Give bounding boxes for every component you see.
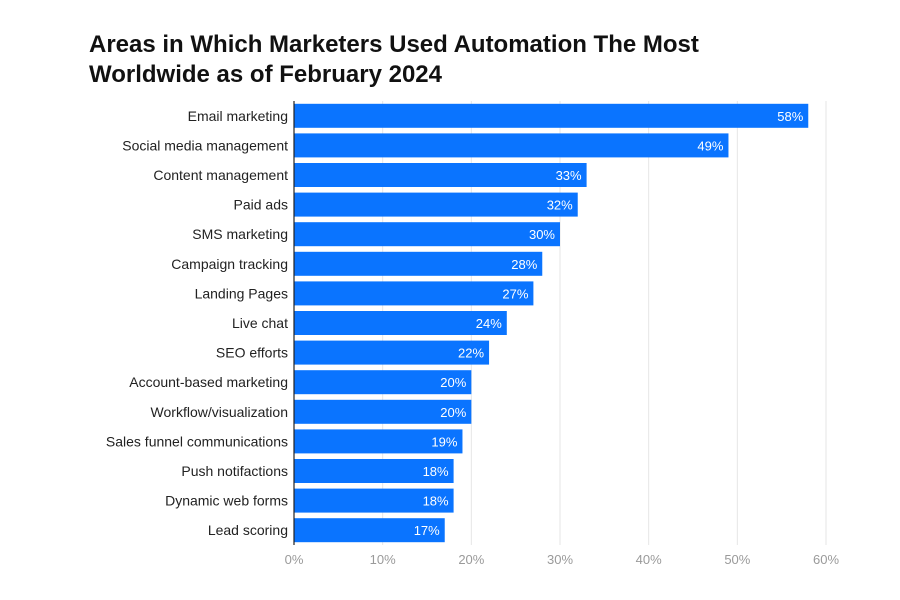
category-label: Account-based marketing bbox=[129, 374, 288, 390]
bars bbox=[294, 103, 809, 543]
value-label: 18% bbox=[423, 464, 449, 479]
value-label: 33% bbox=[556, 168, 582, 183]
value-label: 19% bbox=[431, 434, 457, 449]
category-label: Social media management bbox=[122, 137, 288, 153]
bar bbox=[294, 222, 560, 247]
bar bbox=[294, 399, 472, 424]
chart-title: Areas in Which Marketers Used Automation… bbox=[89, 30, 699, 90]
value-label: 20% bbox=[440, 405, 466, 420]
category-label: Email marketing bbox=[188, 108, 288, 124]
bar bbox=[294, 370, 472, 395]
category-label: Lead scoring bbox=[208, 522, 288, 538]
x-tick-label: 60% bbox=[813, 552, 839, 567]
category-label: Sales funnel communications bbox=[106, 433, 288, 449]
chart-title-line-1: Areas in Which Marketers Used Automation… bbox=[89, 31, 699, 58]
bar bbox=[294, 251, 543, 276]
value-label: 27% bbox=[502, 286, 528, 301]
bar bbox=[294, 192, 578, 217]
category-label: Workflow/visualization bbox=[151, 404, 288, 420]
category-label: Paid ads bbox=[234, 197, 288, 213]
bar bbox=[294, 133, 729, 158]
category-label: Campaign tracking bbox=[171, 256, 288, 272]
value-labels: 58% 49% 33% 32% 30% 28% 27%24% 22% 20% 20% 19% 18% 1… bbox=[414, 109, 804, 538]
bar bbox=[294, 340, 490, 365]
value-label: 18% bbox=[423, 494, 449, 509]
category-label: SEO efforts bbox=[216, 345, 288, 361]
value-label: 58% bbox=[777, 109, 803, 124]
value-label: 24% bbox=[476, 316, 502, 331]
category-label: Landing Pages bbox=[195, 285, 288, 301]
category-label: SMS marketing bbox=[192, 226, 288, 242]
bar bbox=[294, 488, 454, 513]
category-label: Live chat bbox=[232, 315, 288, 331]
bar bbox=[294, 311, 507, 335]
bar bbox=[294, 103, 809, 128]
x-tick-label: 10% bbox=[370, 552, 396, 567]
value-label: 32% bbox=[547, 198, 573, 213]
x-tick-label: 30% bbox=[547, 552, 573, 567]
bar bbox=[294, 281, 534, 306]
value-label: 28% bbox=[511, 257, 537, 272]
category-label: Dynamic web forms bbox=[165, 493, 288, 509]
value-label: 22% bbox=[458, 346, 484, 361]
category-labels: Email marketing Social media management Co… bbox=[106, 108, 288, 538]
category-label: Push notifactions bbox=[181, 463, 288, 479]
bar bbox=[294, 459, 454, 483]
x-axis-ticks: 0% 10% 20% 30% 40% 50% 60% bbox=[285, 552, 840, 567]
chart-title-line-2: Worldwide as of February 2024 bbox=[89, 61, 443, 88]
category-label: Content management bbox=[153, 167, 288, 183]
x-tick-label: 40% bbox=[636, 552, 662, 567]
bar bbox=[294, 163, 587, 187]
x-tick-label: 50% bbox=[724, 552, 750, 567]
bar bbox=[294, 429, 463, 454]
x-tick-label: 20% bbox=[458, 552, 484, 567]
x-tick-label: 0% bbox=[285, 552, 304, 567]
bar bbox=[294, 518, 445, 543]
value-label: 30% bbox=[529, 227, 555, 242]
value-label: 49% bbox=[697, 138, 723, 153]
value-label: 17% bbox=[414, 523, 440, 538]
value-label: 20% bbox=[440, 375, 466, 390]
